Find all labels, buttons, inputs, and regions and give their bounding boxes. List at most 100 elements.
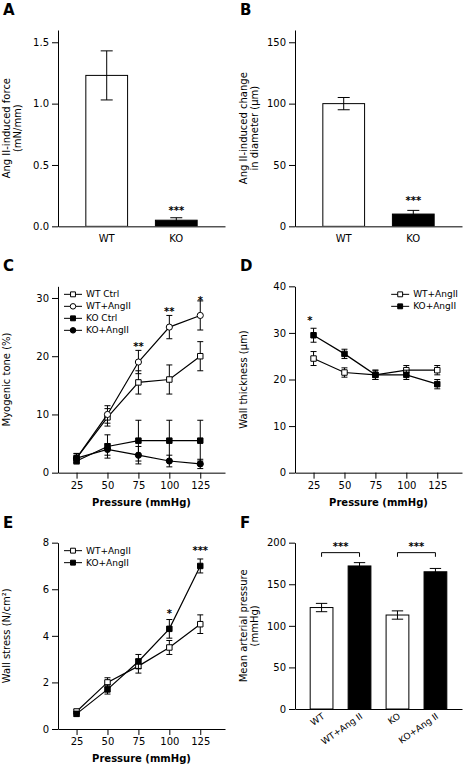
point bbox=[342, 370, 347, 375]
x-axis: 255075100125 bbox=[296, 473, 463, 491]
point bbox=[342, 351, 347, 356]
tick: 75 bbox=[133, 473, 146, 491]
tick-label: 25 bbox=[308, 480, 321, 491]
tick: 100 bbox=[160, 729, 179, 747]
tick-label: 25 bbox=[71, 736, 84, 747]
error-bar bbox=[407, 210, 419, 217]
point bbox=[167, 377, 172, 382]
bracket bbox=[397, 553, 435, 557]
tick: WT bbox=[99, 233, 116, 244]
plot-area bbox=[86, 51, 197, 226]
tick-label: 50 bbox=[102, 480, 115, 491]
tick-label: 125 bbox=[428, 480, 447, 491]
error-bar bbox=[430, 568, 441, 575]
tick-label: 100 bbox=[160, 736, 179, 747]
legend-item: KO+AngII bbox=[391, 301, 456, 311]
bracket bbox=[322, 553, 360, 557]
tick-mark bbox=[52, 165, 58, 166]
tick-mark bbox=[52, 589, 58, 590]
plot-area bbox=[74, 559, 204, 717]
y-axis: 0102030 bbox=[36, 287, 58, 479]
point bbox=[166, 324, 172, 330]
legend-label: KO+AngII bbox=[86, 325, 129, 335]
panel: 050100150WTKO***Ang II-induced changein … bbox=[238, 1, 463, 244]
axis-line bbox=[58, 31, 59, 227]
legend-symbol bbox=[70, 304, 76, 310]
point bbox=[73, 455, 79, 461]
tick-label: 0 bbox=[280, 221, 286, 232]
panel: 010203040255075100125*WT+AngIIKO+AngIIWa… bbox=[238, 257, 463, 507]
tick: 10 bbox=[273, 421, 295, 432]
tick: 50 bbox=[339, 473, 352, 491]
tick: 4 bbox=[43, 631, 58, 642]
annotation: ** bbox=[164, 306, 175, 317]
y-axis-title: Wall stress (N/cm²) bbox=[1, 588, 12, 683]
panel-title: E bbox=[3, 514, 13, 532]
tick-mark bbox=[169, 729, 170, 735]
x-axis: WTKO bbox=[59, 227, 226, 245]
tick-label: KO bbox=[386, 711, 402, 726]
tick-label: WT bbox=[336, 233, 353, 244]
tick: 0 bbox=[280, 467, 295, 478]
y-axis-title-line: Myogenic tone (%) bbox=[1, 332, 12, 426]
tick: 40 bbox=[273, 281, 295, 292]
tick-label: 4 bbox=[43, 631, 49, 642]
error-bar bbox=[135, 654, 141, 668]
legend-label: KO+AngII bbox=[86, 558, 129, 568]
tick: 25 bbox=[71, 473, 84, 491]
point bbox=[166, 458, 172, 464]
legend-symbol bbox=[71, 292, 76, 297]
error-bar bbox=[135, 371, 141, 394]
point bbox=[373, 372, 378, 377]
annotation: *** bbox=[405, 195, 421, 206]
point bbox=[136, 659, 141, 664]
tick: 30 bbox=[36, 293, 58, 304]
tick-mark bbox=[314, 473, 315, 479]
tick: 100 bbox=[397, 473, 416, 491]
y-axis-title-line: (mmHg) bbox=[249, 605, 260, 646]
figure: 0.00.51.01.5WTKO***Ang II-induced force(… bbox=[0, 0, 474, 769]
point bbox=[435, 381, 440, 386]
point bbox=[198, 438, 203, 443]
axis-line bbox=[59, 226, 226, 227]
error-bar bbox=[74, 453, 80, 462]
tick-label: 1.5 bbox=[33, 37, 49, 48]
point bbox=[197, 461, 203, 467]
tick-label: 100 bbox=[267, 98, 286, 109]
axis-line bbox=[295, 543, 296, 709]
tick-label: KO bbox=[406, 233, 420, 244]
y-axis-title: Ang II-induced changein diameter (μm) bbox=[238, 72, 260, 184]
y-axis-title-line: (mN/mm) bbox=[12, 104, 23, 152]
error-bar bbox=[166, 365, 172, 394]
legend: WT CtrlWT+AngIIKO CtrlKO+AngII bbox=[64, 289, 131, 335]
tick-label: 100 bbox=[160, 480, 179, 491]
legend: WT+AngIIKO+AngII bbox=[64, 546, 131, 568]
tick-label: 0 bbox=[280, 704, 286, 715]
point bbox=[74, 455, 79, 460]
error-bar bbox=[372, 370, 378, 379]
error-bar bbox=[104, 685, 110, 694]
tick-mark bbox=[289, 426, 295, 427]
tick-label: 50 bbox=[273, 662, 286, 673]
point bbox=[135, 359, 141, 365]
annotation: * bbox=[198, 295, 204, 306]
tick-label: WT bbox=[309, 711, 327, 728]
tick-mark bbox=[77, 729, 78, 735]
error-bar bbox=[170, 218, 182, 223]
legend-label: KO Ctrl bbox=[86, 313, 117, 323]
tick-label: KO+Ang II bbox=[397, 711, 440, 745]
axis-line bbox=[296, 226, 463, 227]
tick: 30 bbox=[273, 328, 295, 339]
y-axis-title-line: Wall thickness (μm) bbox=[238, 330, 249, 429]
annotation: * bbox=[167, 608, 173, 619]
y-axis-title: Wall thickness (μm) bbox=[238, 330, 249, 429]
legend-label: KO+AngII bbox=[413, 301, 456, 311]
tick-label: 0 bbox=[280, 467, 286, 478]
bar bbox=[310, 608, 333, 709]
tick-label: 50 bbox=[273, 160, 286, 171]
error-bar bbox=[434, 380, 440, 389]
point bbox=[198, 563, 203, 568]
tick-label: 10 bbox=[36, 409, 49, 420]
y-axis-title: Myogenic tone (%) bbox=[1, 332, 12, 426]
error-bar bbox=[104, 406, 110, 423]
